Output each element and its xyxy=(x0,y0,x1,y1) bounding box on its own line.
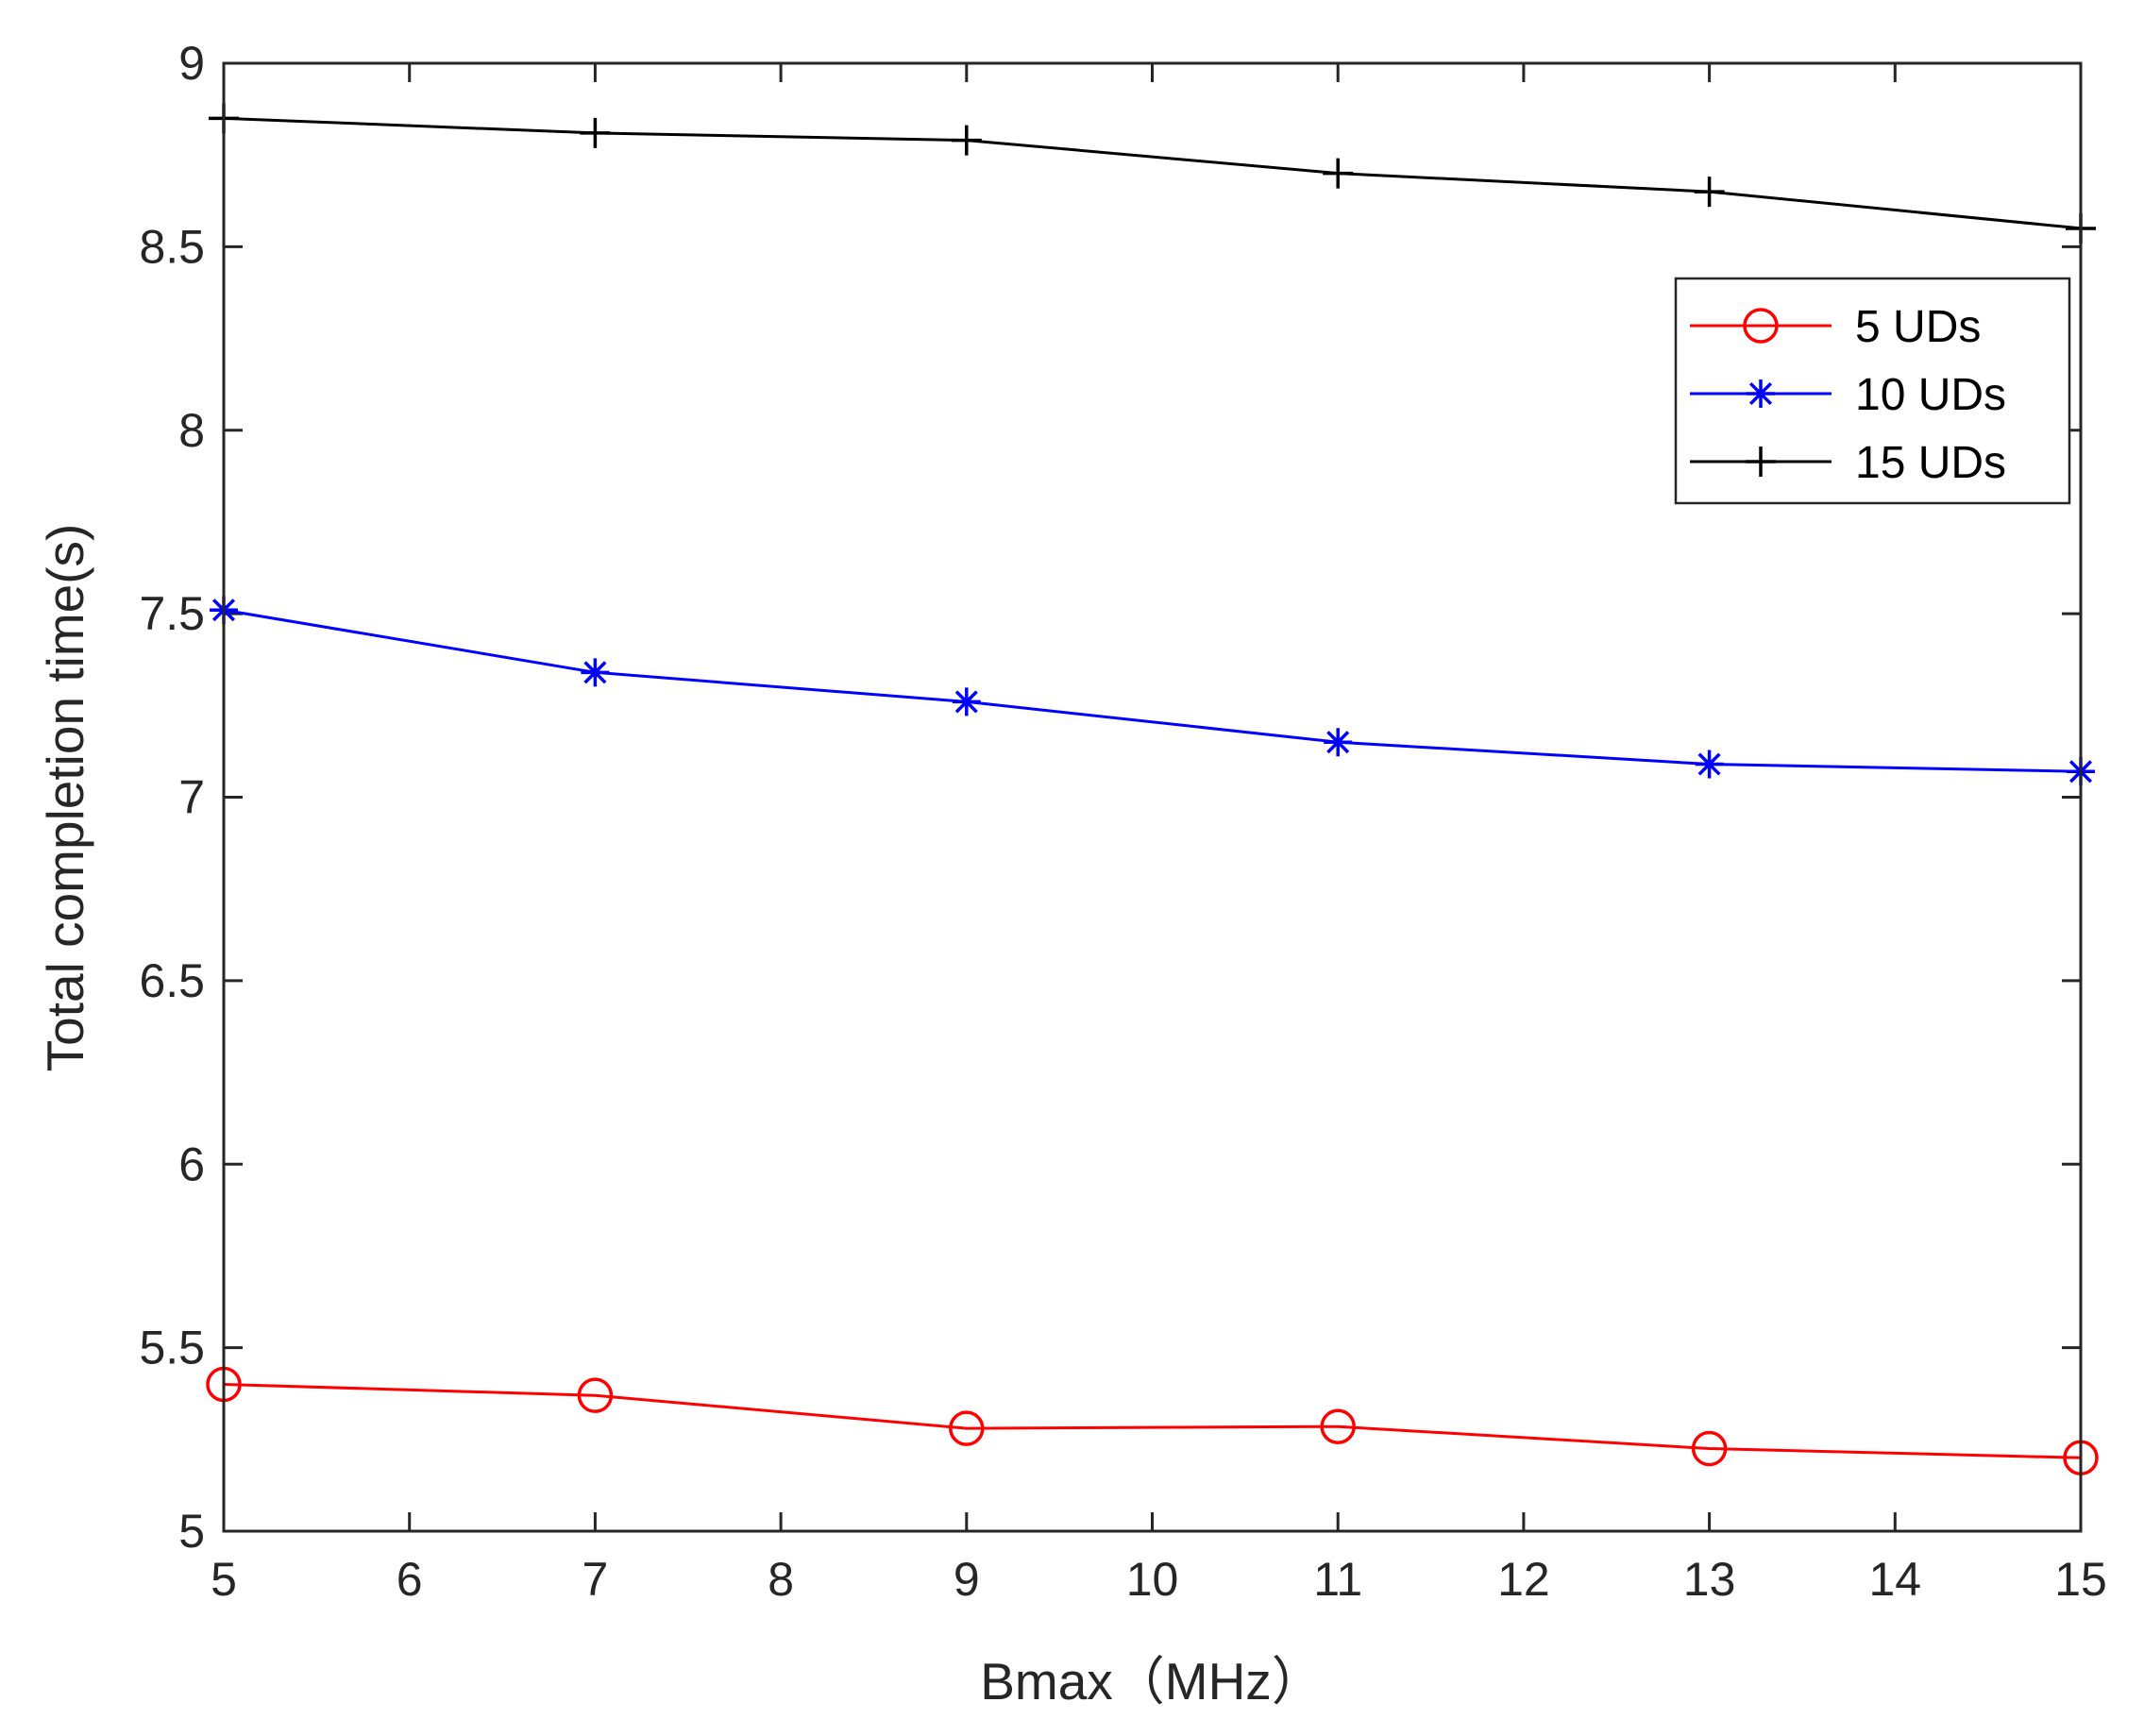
legend-marker xyxy=(1747,379,1775,408)
data-point xyxy=(1320,1408,1356,1444)
data-point xyxy=(1695,750,1724,779)
series-lines xyxy=(223,116,2082,1459)
legend-label: 10 UDs xyxy=(1855,370,2006,420)
data-point xyxy=(1694,177,1725,208)
y-tick-label: 7.5 xyxy=(139,587,205,640)
y-tick-label: 8.5 xyxy=(139,220,205,273)
x-axis-label: Bmax（MHz） xyxy=(980,1652,1324,1711)
x-tick-labels: 5 6 7 8 9 10 11 12 13 14 15 xyxy=(211,1553,2107,1606)
y-tick-label: 5.5 xyxy=(139,1322,205,1374)
legend-box xyxy=(1674,277,2071,505)
y-tick-label: 9 xyxy=(178,37,205,90)
x-tick-label: 12 xyxy=(1497,1553,1550,1606)
x-tick-label: 10 xyxy=(1126,1553,1179,1606)
data-point xyxy=(581,658,610,687)
data-point xyxy=(1323,158,1354,189)
x-tick-label: 7 xyxy=(582,1553,608,1606)
x-tick-label: 8 xyxy=(768,1553,794,1606)
data-point xyxy=(580,117,611,148)
x-tick-label: 5 xyxy=(211,1553,237,1606)
data-point xyxy=(577,1377,614,1413)
y-axis-label: Total completion time(s) xyxy=(36,524,94,1072)
y-tick-label: 6.5 xyxy=(139,954,205,1007)
data-point xyxy=(1324,728,1353,757)
plot-area-frame xyxy=(222,61,2083,1533)
legend-marker xyxy=(1743,308,1779,344)
x-tick-label: 11 xyxy=(1313,1553,1362,1606)
y-tick-label: 6 xyxy=(178,1138,205,1190)
x-tick-label: 9 xyxy=(954,1553,980,1606)
series-line-2 xyxy=(223,608,2082,773)
y-tick-labels: 5 5.5 6 6.5 7 7.5 8 8.5 9 xyxy=(139,37,205,1558)
data-point xyxy=(951,125,982,156)
data-point xyxy=(949,1410,985,1446)
y-tick-label: 8 xyxy=(178,404,205,457)
x-tick-label: 6 xyxy=(397,1553,423,1606)
x-tick-label: 15 xyxy=(2054,1553,2107,1606)
y-tick-label: 7 xyxy=(178,771,205,824)
data-point xyxy=(952,687,981,716)
series-line-1 xyxy=(223,1383,2082,1459)
legend-label: 5 UDs xyxy=(1855,302,1981,352)
legend: 5 UDs 10 UDs 15 UDs xyxy=(1674,277,2071,505)
data-point xyxy=(1691,1430,1728,1467)
x-tick-label: 14 xyxy=(1868,1553,1921,1606)
series-line-3 xyxy=(223,116,2082,230)
legend-label: 15 UDs xyxy=(1855,438,2006,488)
legend-marker xyxy=(1746,447,1776,477)
y-tick-label: 5 xyxy=(178,1505,205,1558)
x-tick-label: 13 xyxy=(1683,1553,1736,1606)
